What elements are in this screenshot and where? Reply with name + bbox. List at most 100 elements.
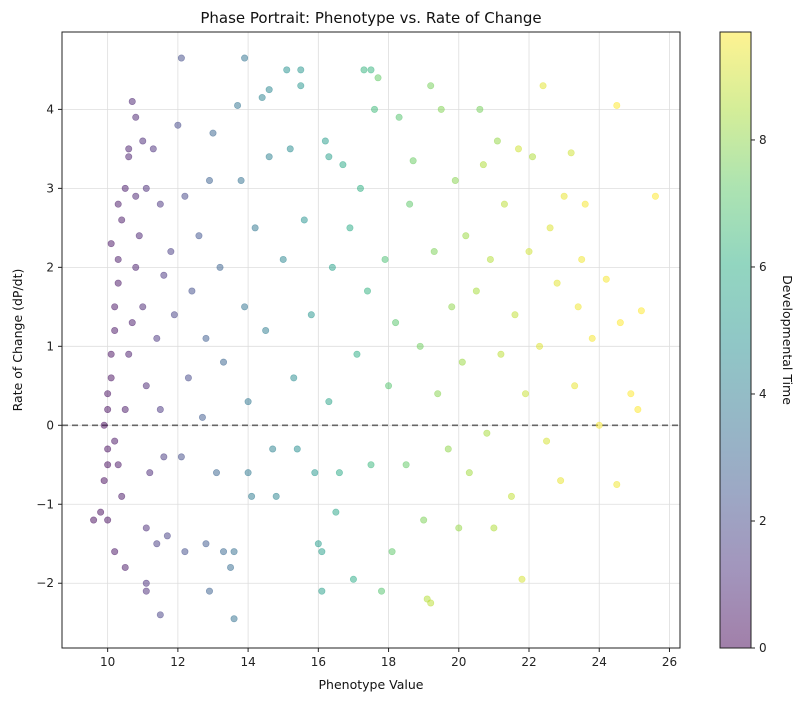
y-tick-label: −1 — [36, 497, 54, 511]
scatter-point — [121, 184, 129, 192]
scatter-point — [293, 445, 301, 453]
scatter-point — [269, 445, 277, 453]
scatter-point — [114, 461, 122, 469]
scatter-point — [493, 137, 501, 145]
x-tick-label: 20 — [451, 655, 466, 669]
x-tick-label: 16 — [311, 655, 326, 669]
scatter-point — [198, 413, 206, 421]
scatter-point — [525, 248, 533, 256]
scatter-point — [163, 532, 171, 540]
scatter-point — [634, 405, 642, 413]
scatter-point — [114, 255, 122, 263]
scatter-point — [595, 421, 603, 429]
scatter-point — [553, 279, 561, 287]
scatter-point — [434, 390, 442, 398]
scatter-point — [318, 587, 326, 595]
scatter-point — [297, 66, 305, 74]
colorbar-tick-label: 0 — [759, 641, 767, 655]
scatter-point — [156, 611, 164, 619]
scatter-point — [602, 275, 610, 283]
scatter-point — [486, 255, 494, 263]
scatter-point — [371, 105, 379, 113]
scatter-point — [420, 516, 428, 524]
y-tick-label: −2 — [36, 576, 54, 590]
scatter-point — [177, 453, 185, 461]
scatter-point — [230, 548, 238, 556]
scatter-point — [234, 101, 242, 109]
x-tick-label: 24 — [592, 655, 607, 669]
scatter-point — [497, 350, 505, 358]
colorbar-tick-label: 2 — [759, 514, 767, 528]
scatter-point — [529, 153, 537, 161]
scatter-point — [213, 469, 221, 477]
x-tick-label: 10 — [100, 655, 115, 669]
scatter-point — [272, 492, 280, 500]
x-tick-label: 12 — [170, 655, 185, 669]
scatter-point — [174, 121, 182, 129]
scatter-point — [121, 563, 129, 571]
scatter-point — [567, 149, 575, 157]
y-axis-ticks: −2 −1 0 1 2 3 4 — [36, 102, 62, 590]
scatter-point — [613, 101, 621, 109]
scatter-point — [536, 342, 544, 350]
scatter-point — [142, 382, 150, 390]
colorbar-tick-label: 8 — [759, 133, 767, 147]
y-tick-label: 4 — [46, 102, 54, 116]
scatter-point — [651, 192, 659, 200]
scatter-point — [448, 303, 456, 311]
scatter-point — [195, 232, 203, 240]
scatter-point — [132, 263, 140, 271]
scatter-point — [325, 398, 333, 406]
scatter-point — [378, 587, 386, 595]
scatter-point — [367, 66, 375, 74]
scatter-point — [262, 327, 270, 335]
scatter-point — [290, 374, 298, 382]
scatter-point — [181, 548, 189, 556]
scatter-point — [142, 587, 150, 595]
scatter-point — [107, 240, 115, 248]
scatter-point — [125, 350, 133, 358]
scatter-point — [230, 615, 238, 623]
scatter-point — [156, 405, 164, 413]
x-tick-label: 22 — [521, 655, 536, 669]
scatter-point — [500, 200, 508, 208]
scatter-point — [265, 86, 273, 94]
scatter-point — [286, 145, 294, 153]
scatter-point — [181, 192, 189, 200]
scatter-point — [328, 263, 336, 271]
scatter-point — [220, 358, 228, 366]
scatter-point — [560, 192, 568, 200]
scatter-point — [205, 176, 213, 184]
scatter-point — [472, 287, 480, 295]
scatter-point — [205, 587, 213, 595]
scatter-point — [546, 224, 554, 232]
scatter-point — [385, 382, 393, 390]
scatter-point — [142, 579, 150, 587]
scatter-point — [227, 563, 235, 571]
scatter-point — [479, 161, 487, 169]
scatter-point — [437, 105, 445, 113]
scatter-point — [627, 390, 635, 398]
colorbar-tick-label: 6 — [759, 260, 767, 274]
scatter-point — [104, 390, 112, 398]
scatter-point — [244, 469, 252, 477]
scatter-point — [451, 176, 459, 184]
scatter-point — [111, 327, 119, 335]
scatter-point — [142, 184, 150, 192]
scatter-point — [209, 129, 217, 137]
scatter-point — [139, 137, 147, 145]
scatter-point — [97, 508, 105, 516]
scatter-point — [300, 216, 308, 224]
scatter-point — [318, 548, 326, 556]
scatter-point — [244, 398, 252, 406]
scatter-point — [258, 94, 266, 102]
scatter-point — [241, 303, 249, 311]
scatter-point — [374, 74, 382, 82]
scatter-point — [139, 303, 147, 311]
scatter-point — [311, 469, 319, 477]
scatter-point — [107, 374, 115, 382]
scatter-point — [107, 350, 115, 358]
chart-title: Phase Portrait: Phenotype vs. Rate of Ch… — [200, 9, 541, 27]
scatter-point — [307, 311, 315, 319]
